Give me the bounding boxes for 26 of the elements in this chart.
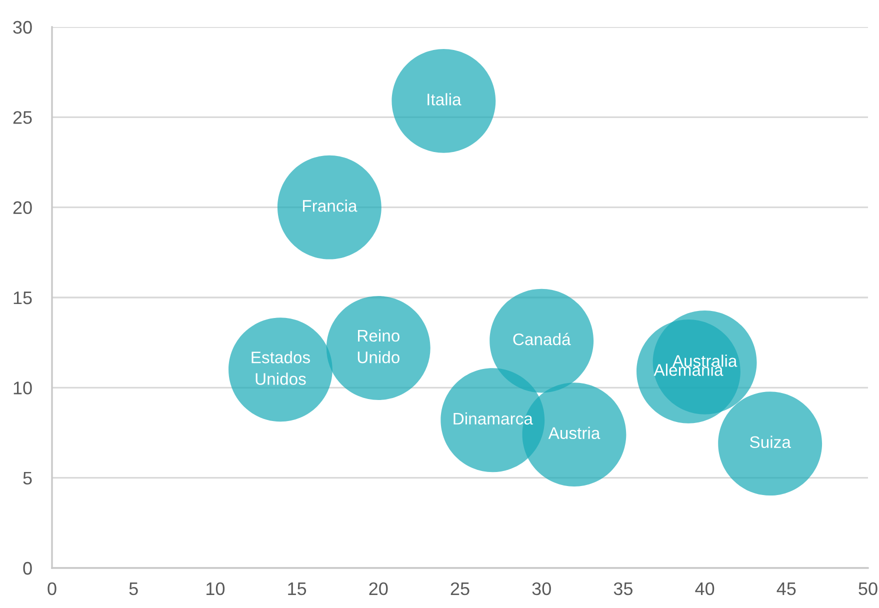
x-tick-label: 0 xyxy=(48,582,56,596)
x-tick-label: 15 xyxy=(288,582,306,596)
series-label: Dinamarca xyxy=(454,412,533,425)
x-tick-label: 50 xyxy=(858,582,878,596)
x-tick-label: 30 xyxy=(532,582,551,596)
x-tick-label: 35 xyxy=(614,582,632,596)
series-label: Reino Unido xyxy=(358,329,400,364)
x-tick-label: 25 xyxy=(450,582,470,596)
series-label: Italia xyxy=(428,93,462,106)
series-label: Suiza xyxy=(750,436,791,448)
y-tick-label: 10 xyxy=(14,382,32,394)
x-tick-label: 45 xyxy=(776,582,796,596)
series-label: Canadá xyxy=(513,332,571,346)
series-label: Francia xyxy=(303,200,358,212)
x-tick-label: 20 xyxy=(369,582,388,596)
series-label: Austria xyxy=(548,426,600,440)
y-tick-label: 0 xyxy=(23,562,32,575)
y-tick-label: 15 xyxy=(14,292,32,304)
x-tick-label: 5 xyxy=(129,582,138,596)
y-tick-label: 25 xyxy=(13,111,32,124)
series-label: Estados Unidos xyxy=(252,351,310,385)
y-tick-label: 20 xyxy=(13,201,32,214)
x-tick-label: 10 xyxy=(206,582,225,596)
y-tick-label: 30 xyxy=(13,20,32,34)
x-tick-label: 40 xyxy=(695,582,714,596)
y-tick-label: 5 xyxy=(23,472,32,485)
